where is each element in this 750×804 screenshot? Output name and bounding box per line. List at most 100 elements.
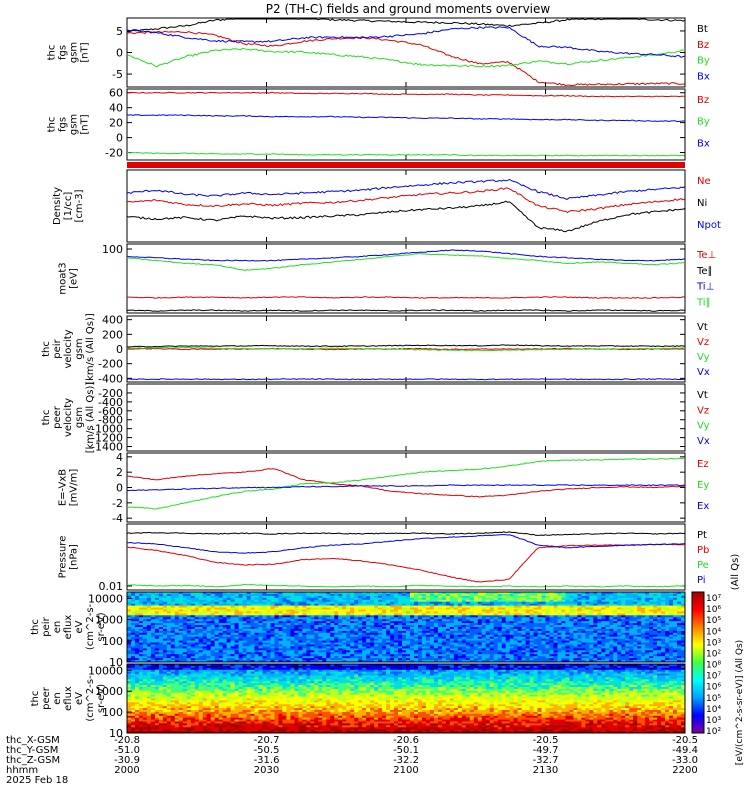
spectrogram-cell xyxy=(613,606,617,608)
spectrogram-cell xyxy=(510,633,514,635)
spectrogram-cell xyxy=(649,646,653,648)
spectrogram-cell xyxy=(151,606,155,608)
spectrogram-cell xyxy=(514,654,518,656)
y-tick-label: 4 xyxy=(116,451,123,464)
spectrogram-cell xyxy=(139,629,143,631)
spectrogram-cell xyxy=(259,611,263,613)
spectrogram-cell xyxy=(462,654,466,656)
spectrogram-cell xyxy=(518,650,522,652)
spectrogram-cell xyxy=(147,611,151,613)
spectrogram-cell xyxy=(601,611,605,613)
spectrogram-cell xyxy=(569,629,573,631)
spectrogram-cell xyxy=(271,602,275,604)
spectrogram-cell xyxy=(135,633,139,635)
spectrogram-cell xyxy=(426,633,430,635)
spectrogram-cell xyxy=(494,646,498,648)
spectrogram-cell xyxy=(558,629,562,631)
spectrogram-cell xyxy=(585,615,589,617)
spectrogram-cell xyxy=(438,641,442,643)
spectrogram-cell xyxy=(231,646,235,648)
spectrogram-cell xyxy=(338,602,342,604)
spectrogram-cell xyxy=(538,594,542,596)
spectrogram-cell xyxy=(191,623,195,625)
spectrogram-cell xyxy=(617,602,621,604)
spectrogram-cell xyxy=(402,619,406,621)
spectrogram-cell xyxy=(510,611,514,613)
spectrogram-cell xyxy=(510,629,514,631)
spectrogram-cell xyxy=(318,619,322,621)
spectrogram-cell xyxy=(665,623,669,625)
spectrogram-cell xyxy=(370,637,374,639)
spectrogram-cell xyxy=(450,606,454,608)
spectrogram-cell xyxy=(199,598,203,600)
spectrogram-cell xyxy=(358,633,362,635)
spectrogram-cell xyxy=(147,637,151,639)
spectrogram-cell xyxy=(446,654,450,656)
spectrogram-cell xyxy=(458,641,462,643)
spectrogram-cell xyxy=(561,594,565,596)
spectrogram-cell xyxy=(633,633,637,635)
spectrogram-cell xyxy=(633,619,637,621)
spectrogram-cell xyxy=(171,633,175,635)
spectrogram-cell xyxy=(310,615,314,617)
spectrogram-cell xyxy=(183,606,187,608)
spectrogram-cell xyxy=(621,598,625,600)
spectrogram-cell xyxy=(490,629,494,631)
spectrogram-cell xyxy=(378,629,382,631)
spectrogram-cell xyxy=(143,633,147,635)
spectrogram-cell xyxy=(330,611,334,613)
spectrogram-cell xyxy=(386,619,390,621)
spectrogram-cell xyxy=(617,637,621,639)
spectrogram-cell xyxy=(175,619,179,621)
spectrogram-cell xyxy=(350,598,354,600)
spectrogram-cell xyxy=(518,654,522,656)
spectrogram-cell xyxy=(577,637,581,639)
spectrogram-cell xyxy=(310,654,314,656)
spectrogram-cell xyxy=(398,594,402,596)
spectrogram-cell xyxy=(490,615,494,617)
spectrogram-cell xyxy=(390,598,394,600)
spectrogram-cell xyxy=(677,637,681,639)
spectrogram-cell xyxy=(326,646,330,648)
spectrogram-cell xyxy=(370,654,374,656)
spectrogram-cell xyxy=(191,602,195,604)
spectrogram-cell xyxy=(310,611,314,613)
spectrogram-cell xyxy=(322,650,326,652)
spectrogram-cell xyxy=(530,623,534,625)
spectrogram-cell xyxy=(641,619,645,621)
spectrogram-cell xyxy=(402,611,406,613)
spectrogram-cell xyxy=(271,629,275,631)
spectrogram-cell xyxy=(334,594,338,596)
spectrogram-cell xyxy=(673,615,677,617)
spectrogram-cell xyxy=(406,606,410,608)
spectrogram-cell xyxy=(235,646,239,648)
spectrogram-cell xyxy=(577,629,581,631)
y-tick-label: -2 xyxy=(112,497,123,510)
spectrogram-cell xyxy=(565,633,569,635)
spectrogram-cell xyxy=(219,637,223,639)
spectrogram-cell xyxy=(581,602,585,604)
spectrogram-cell xyxy=(191,650,195,652)
spectrogram-cell xyxy=(147,646,151,648)
spectrogram-cell xyxy=(207,623,211,625)
spectrogram-cell xyxy=(554,654,558,656)
spectrogram-cell xyxy=(255,615,259,617)
spectrogram-cell xyxy=(195,606,199,608)
spectrogram-cell xyxy=(498,629,502,631)
spectrogram-cell xyxy=(167,646,171,648)
spectrogram-cell xyxy=(151,650,155,652)
spectrogram-cell xyxy=(282,615,286,617)
units-note: (All Qs) xyxy=(730,554,741,591)
spectrogram-cell xyxy=(430,606,434,608)
spectrogram-cell xyxy=(442,606,446,608)
spectrogram-cell xyxy=(677,629,681,631)
spectrogram-cell xyxy=(518,646,522,648)
spectrogram-cell xyxy=(330,619,334,621)
spectrogram-cell xyxy=(510,641,514,643)
spectrogram-cell xyxy=(629,633,633,635)
spectrogram-cell xyxy=(669,637,673,639)
spectrogram-cell xyxy=(466,615,470,617)
spectrogram-cell xyxy=(334,633,338,635)
spectrogram-cell xyxy=(486,633,490,635)
